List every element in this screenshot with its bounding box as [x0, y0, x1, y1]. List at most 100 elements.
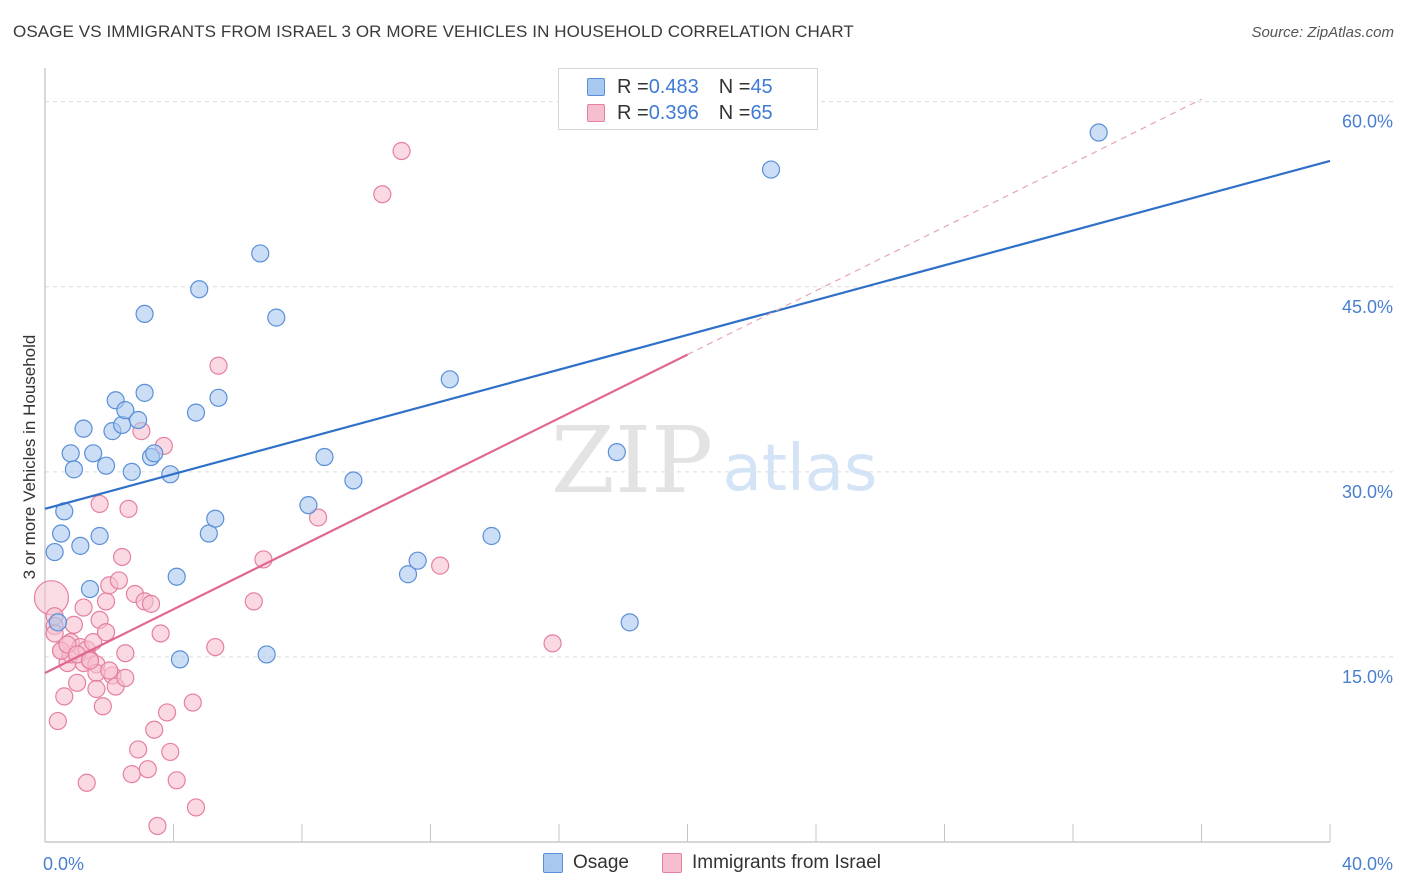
osage-point: [315, 447, 334, 467]
osage-point: [96, 456, 116, 475]
osage-point: [80, 579, 100, 599]
israel-point: [55, 687, 74, 706]
axis-layer: [44, 68, 1331, 843]
israel-point: [116, 668, 135, 687]
legend-item-osage[interactable]: Osage: [543, 852, 629, 874]
y-tick-label: 60.0%: [1342, 112, 1393, 132]
israel-point: [167, 771, 186, 790]
osage-point: [186, 403, 206, 422]
israel-point: [116, 644, 135, 663]
osage-point: [398, 565, 418, 584]
osage-point: [167, 567, 186, 586]
israel-point: [186, 798, 206, 817]
israel-point: [122, 765, 141, 784]
osage-point: [74, 419, 93, 438]
israel-point: [145, 720, 164, 739]
osage-point: [482, 526, 501, 546]
x-tick-label: 40.0%: [1342, 854, 1393, 874]
israel-swatch: [662, 853, 682, 873]
r-label: R =: [617, 101, 649, 124]
israel-point: [93, 697, 112, 716]
israel-point: [129, 740, 148, 759]
osage-trend-line: [44, 159, 1331, 510]
osage-point: [620, 613, 639, 632]
israel-point: [48, 711, 67, 731]
y-tick-label: 15.0%: [1342, 667, 1393, 687]
osage-point: [299, 496, 318, 515]
osage-point: [135, 304, 154, 324]
osage-point: [761, 160, 781, 179]
osage-point: [251, 244, 270, 263]
r-value: 0.483: [648, 75, 699, 98]
israel-point: [96, 623, 116, 642]
israel-point: [96, 592, 116, 611]
israel-swatch: [587, 104, 605, 122]
osage-point: [190, 280, 209, 299]
osage-point: [48, 613, 67, 632]
israel-point: [87, 679, 106, 699]
watermark-atlas: atlas: [723, 432, 878, 506]
osage-point: [64, 460, 84, 479]
israel-point: [151, 624, 170, 643]
n-label: N =: [718, 75, 751, 98]
osage-point: [257, 645, 276, 664]
r-value: 0.396: [648, 101, 699, 124]
trend-layer: [44, 98, 1331, 674]
osage-point: [145, 444, 164, 463]
n-label: N =: [718, 101, 751, 124]
watermark-zip: ZIP: [551, 407, 713, 514]
x-tick-label: 0.0%: [43, 854, 84, 874]
n-value: 65: [750, 101, 773, 124]
israel-point: [64, 615, 84, 634]
osage-point: [1089, 123, 1108, 142]
israel-point: [77, 773, 96, 792]
israel-trend-line: [44, 353, 688, 674]
israel-point: [373, 185, 392, 204]
israel-point: [183, 693, 202, 712]
israel-point: [244, 592, 263, 611]
israel-point: [161, 742, 180, 762]
legend-item-israel[interactable]: Immigrants from Israel: [662, 852, 881, 874]
israel-point: [80, 651, 100, 670]
watermark: ZIP atlas: [551, 407, 877, 514]
osage-swatch: [587, 78, 605, 96]
stats-legend: R = 0.483 N = 45 R = 0.396 N = 65: [558, 68, 818, 130]
osage-point: [112, 415, 132, 435]
israel-point: [109, 571, 128, 590]
israel-point: [90, 494, 109, 514]
israel-point: [209, 356, 228, 375]
osage-point: [440, 370, 459, 389]
israel-point: [112, 547, 132, 567]
israel-point: [119, 499, 138, 518]
osage-point: [129, 410, 148, 430]
osage-point: [51, 524, 71, 543]
osage-point: [408, 551, 427, 570]
legend-label-osage: Osage: [573, 852, 629, 873]
israel-point: [157, 703, 177, 722]
legend-label-israel: Immigrants from Israel: [692, 852, 881, 873]
osage-point: [170, 650, 190, 669]
israel-point: [100, 661, 119, 680]
osage-points: [45, 108, 1108, 669]
y-axis-label: 3 or more Vehicles in Household: [20, 335, 39, 580]
y-tick-label: 45.0%: [1342, 297, 1393, 317]
israel-point: [543, 634, 562, 653]
chart-title: OSAGE VS IMMIGRANTS FROM ISRAEL 3 OR MOR…: [13, 22, 854, 41]
source-credit: Source: ZipAtlas.com: [1251, 24, 1394, 41]
y-tick-label: 30.0%: [1342, 482, 1393, 502]
series-legend: Osage Immigrants from Israel: [0, 852, 1406, 878]
israel-point: [138, 760, 157, 779]
israel-point: [206, 637, 225, 657]
osage-point: [122, 462, 141, 481]
osage-point: [116, 401, 135, 420]
osage-point: [209, 388, 228, 407]
stats-legend-row-israel: R = 0.396 N = 65: [587, 101, 773, 125]
osage-point: [84, 444, 103, 463]
label-layer: 15.0% 30.0% 45.0% 60.0% 0.0% 40.0% 3 or more V…: [20, 112, 1393, 874]
israel-points: [33, 141, 562, 836]
osage-point: [90, 526, 109, 546]
stats-legend-row-osage: R = 0.483 N = 45: [587, 75, 773, 99]
israel-point: [148, 816, 167, 836]
osage-swatch: [543, 853, 563, 873]
